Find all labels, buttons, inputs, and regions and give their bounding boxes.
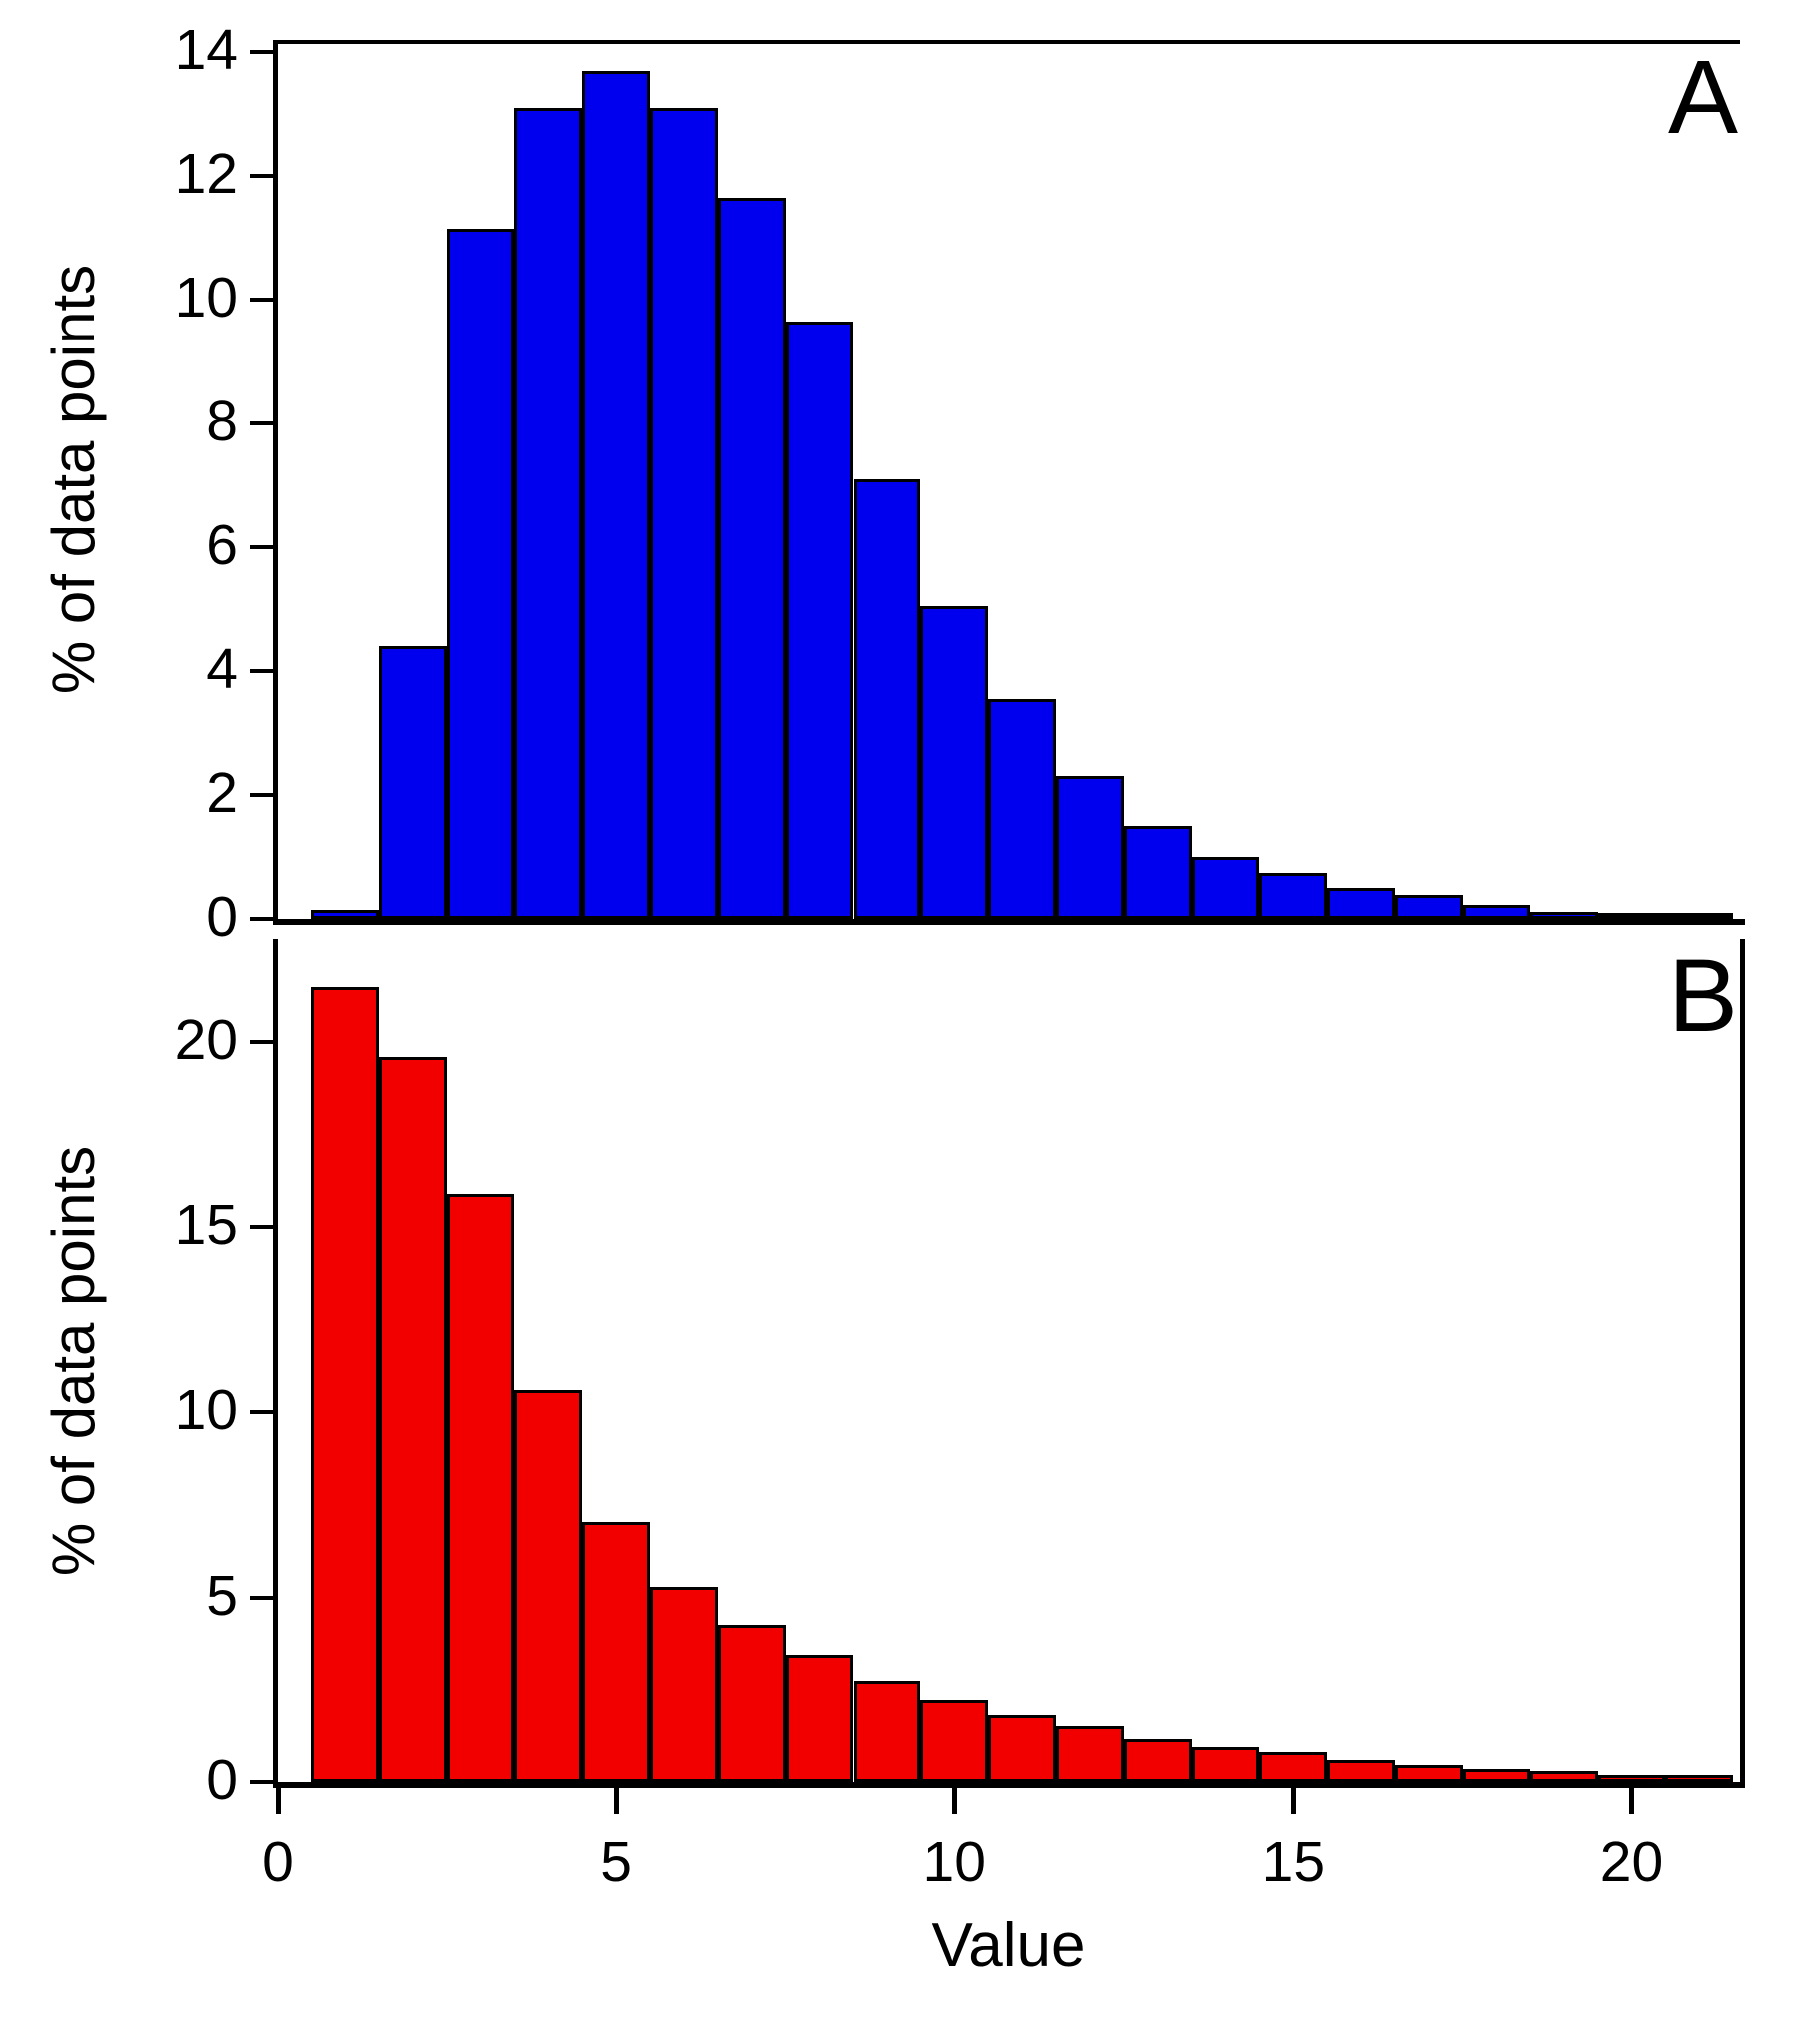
histogram-bar [988,1715,1056,1782]
panel-a-y-tick-label: 4 [206,637,238,702]
histogram-bar [1123,826,1192,919]
panel-b-y-tick-label: 20 [174,1008,238,1072]
panel-a-y-axis-title-text: % of data points [40,264,107,695]
panel-a-y-tick-label: 2 [206,761,238,826]
histogram-bar [378,1056,447,1782]
panel-b-y-tick-label: 15 [174,1193,238,1258]
x-tick-label: 15 [1261,1830,1326,1894]
histogram-bar [1327,888,1396,919]
x-tick-label: 5 [600,1830,632,1894]
panel-b-y-axis-line [273,939,278,1782]
panel-a-y-tick-label: 8 [206,389,238,454]
histogram-bar [717,1625,786,1782]
histogram-bar [446,1193,515,1782]
panel-a-y-tick-label: 6 [206,513,238,578]
histogram-bar [988,699,1056,919]
histogram-bar [853,479,921,919]
x-tick [614,1788,620,1814]
panel-a-y-tick [250,50,273,55]
panel-a-y-tick [250,793,273,798]
histogram-bar [1395,895,1463,919]
panel-b-label: B [1667,938,1738,1054]
panel-a-y-tick [250,669,273,674]
histogram-bar [920,1700,989,1782]
panel-a: A % of data points 0 2 4 6 8 10 12 14 [0,0,1820,946]
panel-b-y-tick-label: 5 [206,1563,238,1628]
histogram-bar [1462,1769,1530,1782]
panel-a-y-axis-title: % of data points [39,265,108,694]
panel-b-y-tick-label: 0 [206,1748,238,1812]
x-tick-label: 10 [922,1830,986,1894]
panel-b-y-axis-title: % of data points [39,1145,108,1575]
histogram-bar [582,1521,651,1782]
panel-a-y-tick-label: 14 [174,18,238,83]
histogram-bar [785,1655,854,1782]
histogram-bar [1327,1759,1396,1782]
histogram-bar [717,198,786,919]
panel-a-top-axis-line [273,40,1740,44]
panel-a-x-axis-line [273,919,1745,925]
histogram-bar [1259,1752,1328,1782]
panel-a-y-tick [250,174,273,179]
histogram-bar [1259,872,1328,919]
histogram-bar [920,606,989,919]
histogram-bar [650,108,718,919]
histogram-bar [1191,1746,1260,1782]
panel-b-x-axis-line [273,1782,1745,1788]
histogram-bar [1529,911,1598,919]
histogram-bar [514,1390,583,1782]
histogram-bar [1597,912,1666,919]
x-tick [952,1788,958,1814]
x-tick [1629,1788,1635,1814]
histogram-bar [785,321,854,919]
histogram-bar [1055,1726,1124,1782]
histogram-bar [1529,1770,1598,1782]
histogram-bar [1597,1774,1666,1782]
histogram-bar [378,646,447,919]
panel-b-y-tick [250,1039,273,1044]
panel-b-y-tick [250,1780,273,1784]
panel-b-y-tick [250,1595,273,1600]
panel-a-y-tick-label: 12 [174,142,238,207]
panel-a-label: A [1667,39,1738,156]
panel-a-y-axis-line [273,40,278,919]
histogram-bar [1462,905,1530,919]
panel-a-y-tick [250,917,273,921]
panel-b-y-tick-label: 10 [174,1378,238,1443]
x-tick-label: 20 [1599,1830,1664,1894]
x-axis-title: Value [931,1911,1086,1980]
histogram-bar [1665,1775,1734,1782]
histogram-bar [650,1586,718,1782]
histogram-bar [1665,912,1734,919]
histogram-bar [1191,857,1260,919]
panel-a-y-tick-label: 10 [174,266,238,331]
x-tick [276,1788,281,1814]
panel-a-y-tick [250,421,273,426]
histogram-bar [853,1681,921,1782]
panel-b: B % of data points Value 0 5 10 15 20 0 5 10 15 2… [0,934,1820,2025]
panel-a-y-tick-label: 0 [206,885,238,949]
histogram-bar [310,987,379,1782]
histogram-bar [310,909,379,919]
panel-a-y-tick [250,298,273,303]
histogram-bar [514,108,583,919]
histogram-bar [1055,776,1124,919]
histogram-bar [446,229,515,919]
panel-b-y-tick [250,1410,273,1415]
x-tick [1291,1788,1297,1814]
panel-b-y-tick [250,1225,273,1230]
panel-a-y-tick [250,545,273,550]
histogram-bar [1395,1765,1463,1782]
panel-b-right-axis-line [1740,939,1745,1782]
histogram-bar [1123,1739,1192,1782]
x-tick-label: 0 [262,1830,294,1894]
panel-b-y-axis-title-text: % of data points [40,1145,107,1576]
histogram-bar [582,70,651,919]
